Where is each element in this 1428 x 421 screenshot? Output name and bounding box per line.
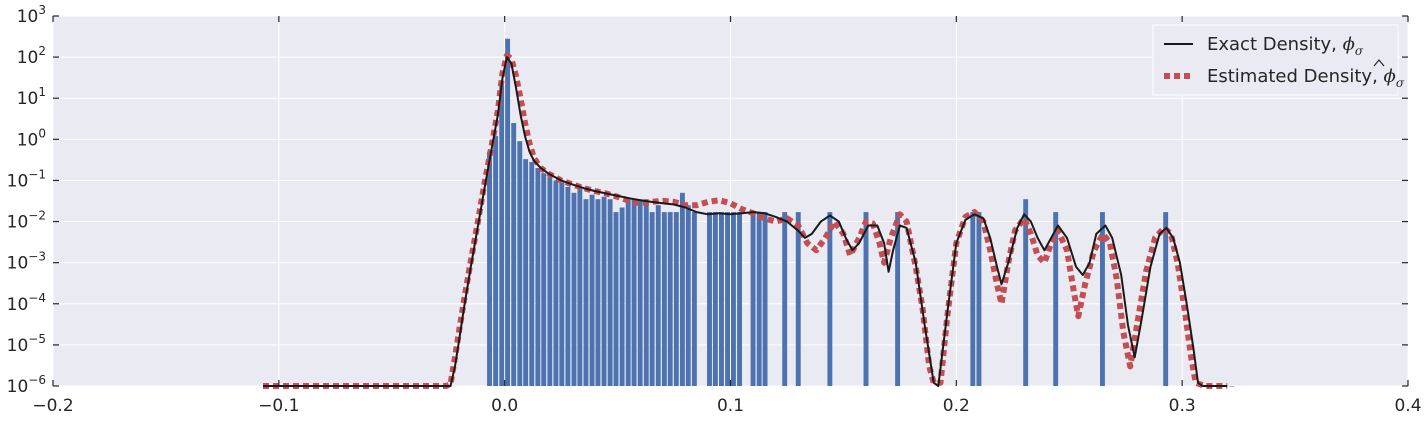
- y-tick-label: 10−5: [7, 332, 46, 356]
- histogram-bar: [707, 212, 712, 386]
- histogram-bar: [535, 168, 541, 386]
- histogram-bar: [750, 212, 756, 386]
- histogram-bar: [976, 212, 982, 386]
- legend-label-exact: Exact Density, ϕσ: [1207, 34, 1364, 58]
- histogram-bar: [970, 212, 976, 386]
- x-tick-labels: −0.2 −0.1 0.0 0.1 0.2 0.3 0.4: [32, 396, 1421, 416]
- histogram-bar: [619, 207, 625, 386]
- legend-label-estimated: Estimated Density, ϕσ: [1207, 66, 1405, 90]
- legend-hat-estimated: [1373, 59, 1385, 67]
- histogram-bar: [547, 177, 553, 386]
- histogram-bar: [505, 38, 511, 387]
- axis-ticks: [52, 15, 1409, 387]
- y-tick-label: 10−2: [7, 209, 46, 233]
- histogram-bar: [637, 199, 643, 386]
- histogram-bars: [487, 38, 1235, 387]
- legend-box: [1152, 24, 1399, 96]
- histogram-bar: [511, 122, 517, 387]
- histogram-bar: [649, 212, 655, 386]
- histogram-bar: [565, 186, 571, 386]
- histogram-bar: [1023, 199, 1029, 386]
- histogram-bar: [487, 151, 492, 386]
- legend: Exact Density, ϕσ Estimated Density, ϕσ: [1152, 24, 1405, 96]
- histogram-bar: [762, 212, 768, 386]
- y-tick-label: 100: [17, 126, 46, 150]
- histogram-bar: [577, 186, 583, 386]
- histogram-bar: [756, 212, 762, 386]
- histogram-bar: [553, 180, 559, 386]
- histogram-bar: [730, 212, 736, 386]
- histogram-bar: [691, 212, 697, 386]
- histogram-bar: [517, 141, 523, 386]
- density-lines: [263, 52, 1228, 389]
- exact-density-line: [263, 56, 1228, 387]
- histogram-bar: [1053, 212, 1059, 386]
- histogram-bar: [679, 192, 685, 386]
- histogram-bar: [607, 199, 613, 386]
- histogram-bar: [737, 212, 742, 386]
- y-tick-label: 10−4: [7, 291, 46, 315]
- histogram-bar: [523, 159, 529, 386]
- histogram-bar: [863, 212, 869, 386]
- y-tick-label: 10−1: [7, 167, 46, 191]
- histogram-bar: [631, 199, 637, 386]
- histogram-bar: [499, 85, 505, 386]
- histogram-bar: [541, 173, 547, 386]
- x-tick-label: 0.0: [491, 396, 518, 416]
- histogram-bar: [685, 205, 691, 386]
- histogram-bar: [625, 199, 631, 386]
- histogram-bar: [529, 162, 535, 386]
- histogram-bar: [493, 136, 499, 386]
- y-tick-label: 101: [17, 85, 46, 109]
- histogram-bar: [795, 212, 801, 386]
- histogram-bar: [667, 212, 673, 386]
- legend-label-estimated-text: Estimated Density,: [1207, 66, 1384, 87]
- histogram-bar: [725, 212, 731, 386]
- y-tick-label: 10−6: [7, 373, 46, 397]
- histogram-bar: [643, 199, 649, 386]
- histogram-bar: [1099, 212, 1105, 386]
- histogram-bar: [655, 205, 661, 386]
- y-tick-label: 103: [17, 3, 46, 27]
- histogram-bar: [571, 192, 577, 386]
- histogram-bar: [712, 212, 718, 386]
- histogram-bar: [719, 212, 724, 386]
- histogram-bar: [1163, 212, 1169, 386]
- y-tick-labels: 10−6 10−5 10−4 10−3 10−2 10−1 100 101 102 103: [7, 3, 46, 397]
- histogram-bar: [595, 199, 601, 386]
- legend-label-exact-text: Exact Density,: [1207, 34, 1343, 55]
- x-tick-label: 0.1: [717, 396, 744, 416]
- x-tick-label: 0.4: [1394, 396, 1421, 416]
- histogram-bar: [895, 212, 901, 386]
- histogram-bar: [601, 196, 607, 386]
- histogram-bar: [827, 212, 833, 386]
- x-tick-label: −0.2: [32, 396, 73, 416]
- x-tick-label: 0.3: [1169, 396, 1196, 416]
- histogram-bar: [583, 199, 589, 386]
- histogram-bar: [661, 212, 667, 386]
- y-tick-label: 10−3: [7, 250, 46, 274]
- x-tick-label: −0.1: [258, 396, 299, 416]
- histogram-bar: [589, 194, 595, 386]
- histogram-bar: [559, 182, 565, 386]
- y-tick-label: 102: [17, 44, 46, 68]
- histogram-bar: [782, 212, 788, 386]
- x-tick-label: 0.2: [943, 396, 970, 416]
- histogram-bar: [1229, 386, 1235, 387]
- histogram-bar: [673, 212, 679, 386]
- histogram-bar: [613, 212, 619, 386]
